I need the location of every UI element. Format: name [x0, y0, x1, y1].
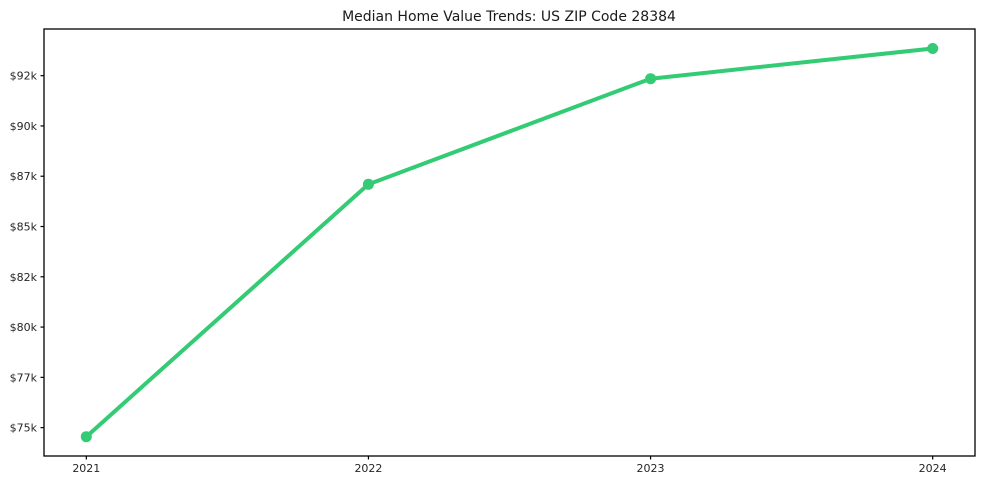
series-layer — [80, 43, 939, 443]
axes-layer: $75k $77k $80k $82k $85k $87k $90k $92k 2021 2022… — [10, 28, 976, 475]
y-tick-label: $90k — [10, 120, 38, 133]
y-tick-label: $82k — [10, 271, 38, 284]
x-tick-label: 2024 — [919, 462, 947, 475]
y-tick-label: $77k — [10, 371, 38, 384]
x-tick-label: 2023 — [637, 462, 665, 475]
trend-line — [84, 46, 935, 439]
x-tick-label: 2022 — [354, 462, 382, 475]
data-point-marker — [927, 43, 939, 54]
y-tick-label: $80k — [10, 321, 38, 334]
y-tick-label: $75k — [10, 422, 38, 435]
y-tick-label: $92k — [10, 70, 38, 83]
data-point-marker — [362, 178, 374, 190]
axes-frame — [43, 28, 976, 457]
y-tick-label: $87k — [10, 170, 38, 183]
data-point-marker — [80, 431, 92, 443]
data-point-marker — [645, 73, 657, 85]
chart-title: Median Home Value Trends: US ZIP Code 28… — [342, 9, 676, 25]
x-tick-label: 2021 — [72, 462, 100, 475]
y-tick-label: $85k — [10, 221, 38, 234]
